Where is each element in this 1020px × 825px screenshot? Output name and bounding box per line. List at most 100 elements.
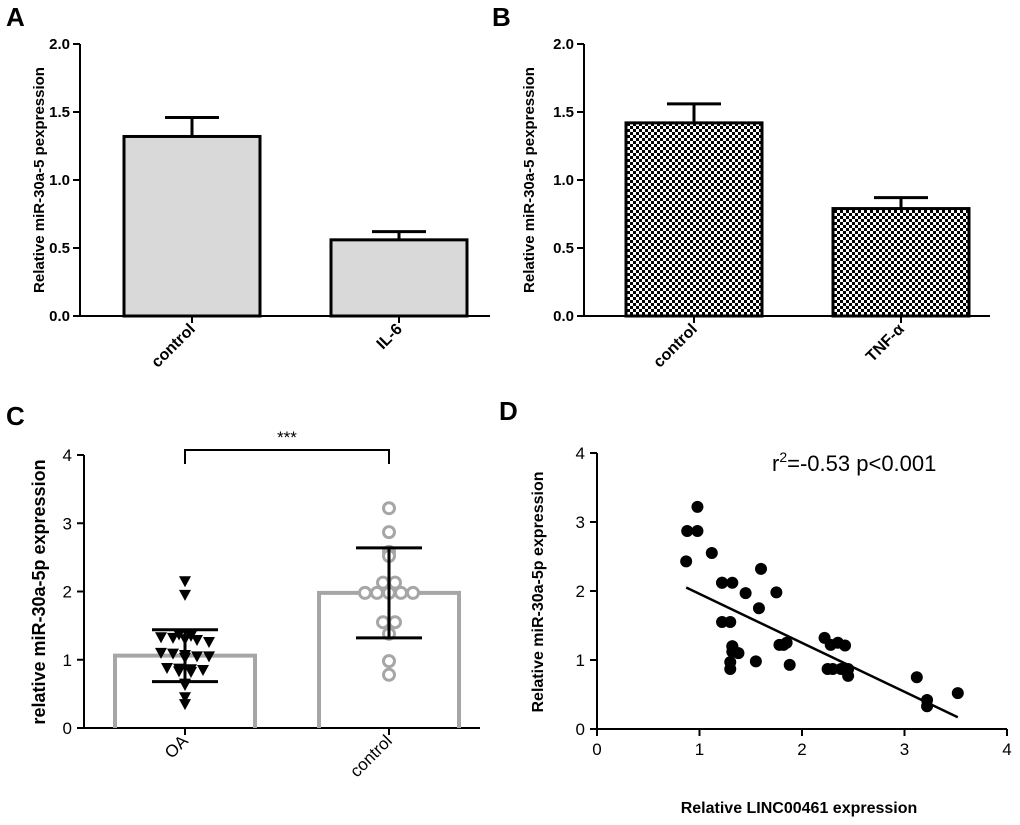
panel-c-oa-point [155,632,167,644]
panel-c-oa-point [179,576,191,588]
panel-label-c: C [6,401,25,431]
panel-d-annotation: r2=-0.53 p<0.001 [772,449,936,476]
panel-b-ylabel: Relative miR-30a-5 pexpression [521,67,538,293]
panel-a-ylabel: Relative miR-30a-5 pexpression [31,67,48,293]
panel-d-point [691,500,704,513]
panel-d-xtick-label: 3 [900,740,909,759]
panel-b-ytick-label: 2.0 [553,36,574,53]
panel-b-chart: Relative miR-30a-5 pexpression 0.0 0.5 1.0… [521,36,990,371]
panel-d-point [826,662,839,675]
panel-c-oa-point [185,630,197,642]
panel-c-control-point [388,615,402,630]
panel-c-oa-point [167,632,179,644]
panel-d-point [951,687,964,700]
panel-c-oa-point [167,648,179,660]
panel-c-oa-point [155,647,167,659]
panel-c-control-point [406,585,420,600]
panel-c-control-point [382,654,396,669]
panel-b-ytick-label: 1.5 [553,104,574,121]
panel-c-oa-point [203,651,215,663]
panel-d-point [739,587,752,600]
panel-a-chart: Relative miR-30a-5 pexpression 0.0 0.5 1.0… [31,36,490,371]
panel-a-ytick-label: 2.0 [49,36,70,53]
panel-c-control-point [382,501,396,516]
panel-d-point [839,639,852,652]
panel-c-significance-bracket [184,449,390,464]
panel-c-ytick-label: 2 [63,583,72,602]
panel-d-point [755,562,767,575]
panel-c-chart: relative miR-30a-5p expression 0 1 2 3 4 OA co… [29,428,480,781]
panel-a-bar [122,134,262,318]
panel-a-ytick-label: 0.0 [49,308,70,325]
panel-d-fit-line [685,586,959,719]
panel-c-ytick-label: 0 [63,719,72,738]
panel-d-point [780,636,793,649]
panel-b-bar [831,207,971,318]
panel-d-point [910,671,923,684]
panel-a-category-label: control [148,321,198,371]
panel-label-a: A [6,2,25,32]
panel-d-point [705,547,718,560]
panel-c-control-point [370,585,384,600]
panel-d-point [770,586,783,599]
panel-a-ytick-label: 1.5 [49,104,70,121]
panel-d-xtick-label: 1 [695,740,704,759]
panel-d-chart: Relative miR-30a-5p expression Relative … [530,444,1012,817]
panel-d-xtick-label: 2 [797,740,806,759]
panel-c-oa-point [185,667,197,679]
panel-c-significance-label: *** [277,428,297,447]
panel-d-point [691,524,704,537]
panel-b-ytick-label: 0.5 [553,240,574,257]
panel-d-xtick-label: 4 [1002,740,1011,759]
panel-b-bar [624,121,764,318]
panel-c-control-point [394,585,408,600]
panel-c-category-label: control [346,731,396,781]
panel-d-point [716,576,729,589]
panel-label-b: B [492,2,511,32]
panel-d-point [716,616,729,629]
panel-c-oa-point [191,651,203,663]
panel-c-oa-point [161,662,173,674]
panel-b-ytick-label: 0.0 [553,308,574,325]
panel-d-point [749,655,762,668]
panel-c-oa-point [179,589,191,601]
panel-c-category-label: OA [161,731,192,762]
panel-b-category-label: control [650,321,700,371]
panel-b-category-label: TNF-α [863,321,908,366]
panel-a-category-label: IL-6 [374,321,406,353]
panel-a-ytick-label: 0.5 [49,240,70,257]
panel-label-d: D [499,396,518,426]
panel-d-xlabel: Relative LINC00461 expression [681,800,918,817]
panel-c-oa-point [203,637,215,649]
panel-d-ytick-label: 1 [576,651,585,670]
panel-d-point [726,640,739,653]
panel-a-bar [329,238,469,318]
panel-d-point [681,524,694,537]
panel-c-ytick-label: 3 [63,514,72,533]
panel-d-point [680,555,693,568]
panel-d-point [724,662,737,675]
panel-c-control-point [358,585,372,600]
panel-d-point [724,616,737,629]
panel-c-oa-point [179,692,191,704]
panel-c-ytick-label: 1 [63,651,72,670]
panel-c-oa-point [179,699,191,711]
panel-c-control-point [376,615,390,630]
panel-c-control-point [382,525,396,540]
panel-c-oa-point [173,666,185,678]
panel-c-oa-point [191,634,203,646]
panel-d-ytick-label: 2 [576,582,585,601]
panel-d-ytick-label: 0 [576,720,585,739]
panel-c-ylabel: relative miR-30a-5p expression [29,459,49,724]
panel-b-ytick-label: 1.0 [553,172,574,189]
panel-d-point [726,576,739,589]
panel-d-point [752,602,765,615]
panel-d-ytick-label: 3 [576,513,585,532]
panel-c-oa-point [197,664,209,676]
panel-d-point [842,669,855,682]
panel-a-ytick-label: 1.0 [49,172,70,189]
panel-c-ytick-label: 4 [63,446,72,465]
panel-d-point [783,658,796,671]
panel-d-ytick-label: 4 [576,444,585,463]
